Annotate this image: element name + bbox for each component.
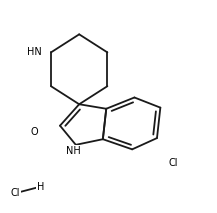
Text: NH: NH [66,146,81,156]
Text: Cl: Cl [168,158,178,168]
Text: H: H [37,181,44,191]
Text: O: O [30,127,38,137]
Text: Cl: Cl [10,188,20,198]
Text: HN: HN [27,47,42,57]
